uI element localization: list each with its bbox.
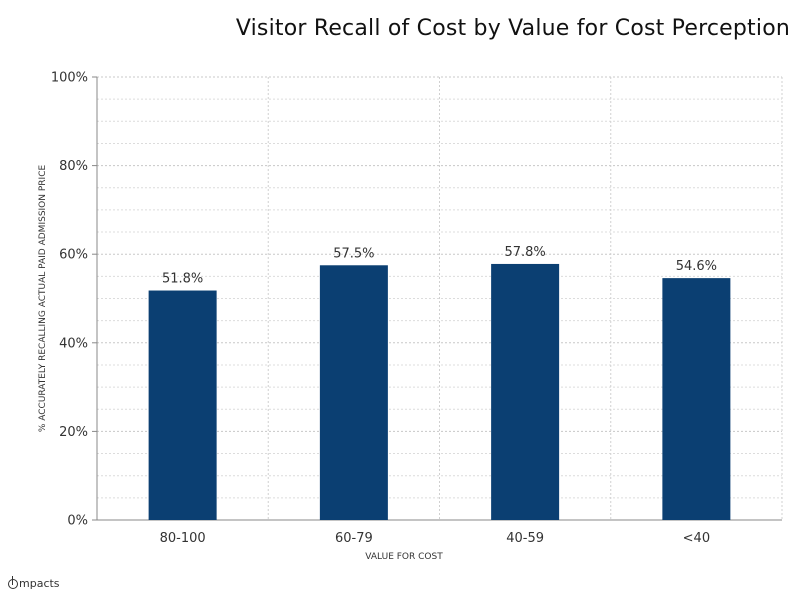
bar [662, 278, 731, 520]
y-tick-label: 80% [59, 159, 88, 174]
bars [148, 263, 731, 520]
bar [491, 263, 560, 520]
logo-mark-icon [8, 575, 18, 589]
y-tick-label: 20% [59, 425, 88, 440]
bar [319, 265, 388, 520]
data-label: 57.5% [333, 246, 374, 261]
y-tick-label: 40% [59, 336, 88, 351]
gridlines [97, 76, 783, 520]
x-tick-label: 60-79 [335, 531, 373, 546]
x-tick-label: 80-100 [160, 531, 206, 546]
x-tick-label: <40 [683, 531, 710, 546]
data-label: 54.6% [676, 259, 717, 274]
y-tick-label: 0% [67, 514, 88, 529]
data-label: 51.8% [162, 272, 203, 287]
chart-title: Visitor Recall of Cost by Value for Cost… [235, 16, 790, 41]
logo-text: mpacts [19, 577, 60, 590]
y-axis-title: % ACCURATELY RECALLING ACTUAL PAID ADMIS… [38, 164, 48, 433]
bar [148, 290, 217, 520]
x-axis-title: VALUE FOR COST [365, 552, 443, 562]
y-tick-label: 100% [51, 71, 88, 86]
labels: 0% 20% 40% 60% 80% 100% 51.8% 80-100 57.5% 60-79 5… [51, 71, 717, 547]
impacts-logo: mpacts [8, 575, 60, 590]
x-tick-label: 40-59 [506, 531, 544, 546]
data-label: 57.8% [504, 245, 545, 260]
y-tick-label: 60% [59, 248, 88, 263]
